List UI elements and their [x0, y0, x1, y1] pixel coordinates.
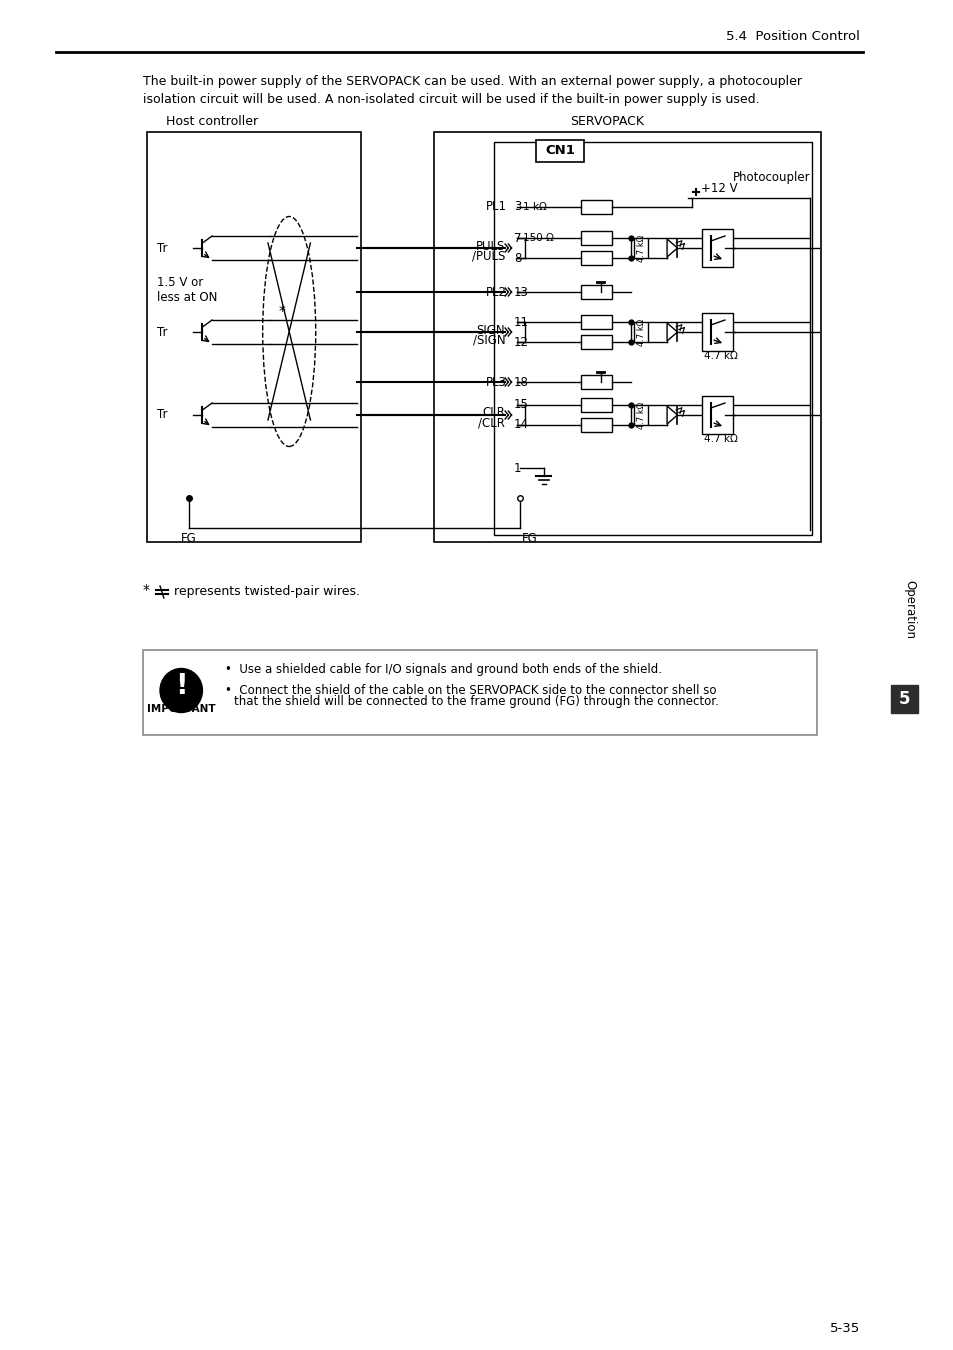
Text: +12 V: +12 V — [700, 181, 737, 194]
Bar — [580, 398, 612, 412]
Text: 5: 5 — [898, 690, 909, 707]
Text: PULS: PULS — [476, 239, 504, 252]
Bar — [580, 375, 612, 389]
Text: 15: 15 — [514, 398, 528, 412]
Bar — [580, 200, 612, 215]
Text: IMPORTANT: IMPORTANT — [147, 705, 215, 714]
Text: FG: FG — [521, 532, 537, 545]
Text: 18: 18 — [514, 375, 528, 389]
Text: Operation: Operation — [902, 580, 916, 640]
Text: 4.7 kΩ: 4.7 kΩ — [703, 351, 737, 360]
Text: 8: 8 — [514, 251, 520, 265]
Text: 150 Ω: 150 Ω — [523, 234, 554, 243]
Text: 1.5 V or
less at ON: 1.5 V or less at ON — [157, 275, 217, 304]
Bar — [143, 649, 817, 734]
Circle shape — [160, 668, 202, 713]
Text: 3: 3 — [514, 201, 520, 213]
Text: 4.7 kΩ: 4.7 kΩ — [636, 401, 645, 428]
Text: SERVOPACK: SERVOPACK — [570, 115, 643, 128]
Text: 14: 14 — [514, 418, 528, 432]
Text: CLR: CLR — [482, 406, 504, 420]
Text: 1 kΩ: 1 kΩ — [523, 202, 547, 212]
Text: •  Connect the shield of the cable on the SERVOPACK side to the connector shell : • Connect the shield of the cable on the… — [224, 683, 716, 697]
Bar — [580, 231, 612, 244]
Text: 12: 12 — [514, 336, 528, 348]
Bar — [634, 405, 647, 425]
Text: 4.7 kΩ: 4.7 kΩ — [636, 235, 645, 262]
Text: represents twisted-pair wires.: represents twisted-pair wires. — [173, 586, 359, 598]
Text: !: ! — [174, 672, 188, 701]
Bar — [701, 396, 732, 435]
Text: FG: FG — [181, 532, 196, 545]
Text: 4.7 kΩ: 4.7 kΩ — [703, 433, 737, 444]
Text: 7: 7 — [514, 231, 520, 244]
Text: 11: 11 — [514, 316, 528, 328]
Bar — [701, 313, 732, 351]
Text: PL3: PL3 — [486, 375, 507, 389]
Text: 1: 1 — [514, 462, 520, 474]
Bar — [434, 132, 821, 541]
Text: 5.4  Position Control: 5.4 Position Control — [725, 30, 859, 43]
Text: The built-in power supply of the SERVOPACK can be used. With an external power s: The built-in power supply of the SERVOPA… — [143, 76, 801, 89]
Text: PL1: PL1 — [485, 201, 507, 213]
Bar — [634, 238, 647, 258]
Text: /PULS: /PULS — [472, 250, 504, 262]
Text: Tr: Tr — [157, 325, 168, 339]
Bar — [580, 418, 612, 432]
Text: •  Use a shielded cable for I/O signals and ground both ends of the shield.: • Use a shielded cable for I/O signals a… — [224, 663, 661, 676]
Bar — [701, 228, 732, 267]
Bar — [634, 323, 647, 342]
Text: Tr: Tr — [157, 242, 168, 255]
Text: *: * — [278, 305, 286, 319]
Text: 5-35: 5-35 — [829, 1322, 859, 1335]
Text: *: * — [143, 583, 150, 597]
Bar — [147, 132, 361, 541]
Text: Photocoupler: Photocoupler — [732, 171, 809, 185]
Text: /SIGN: /SIGN — [472, 333, 504, 347]
Text: that the shield will be connected to the frame ground (FG) through the connector: that the shield will be connected to the… — [234, 695, 719, 709]
Bar — [493, 142, 811, 535]
Text: PL2: PL2 — [485, 285, 507, 298]
Bar — [580, 251, 612, 265]
Text: 13: 13 — [514, 285, 528, 298]
Text: Tr: Tr — [157, 409, 168, 421]
Text: SIGN: SIGN — [476, 324, 504, 336]
Text: 4.7 kΩ: 4.7 kΩ — [636, 319, 645, 346]
Text: CN1: CN1 — [544, 144, 575, 158]
Text: Host controller: Host controller — [166, 115, 258, 128]
Bar — [580, 315, 612, 329]
Bar — [536, 140, 583, 162]
Bar — [580, 335, 612, 350]
Text: /CLR: /CLR — [477, 417, 504, 429]
Bar — [890, 684, 917, 713]
Text: isolation circuit will be used. A non-isolated circuit will be used if the built: isolation circuit will be used. A non-is… — [143, 93, 759, 107]
Bar — [580, 285, 612, 298]
